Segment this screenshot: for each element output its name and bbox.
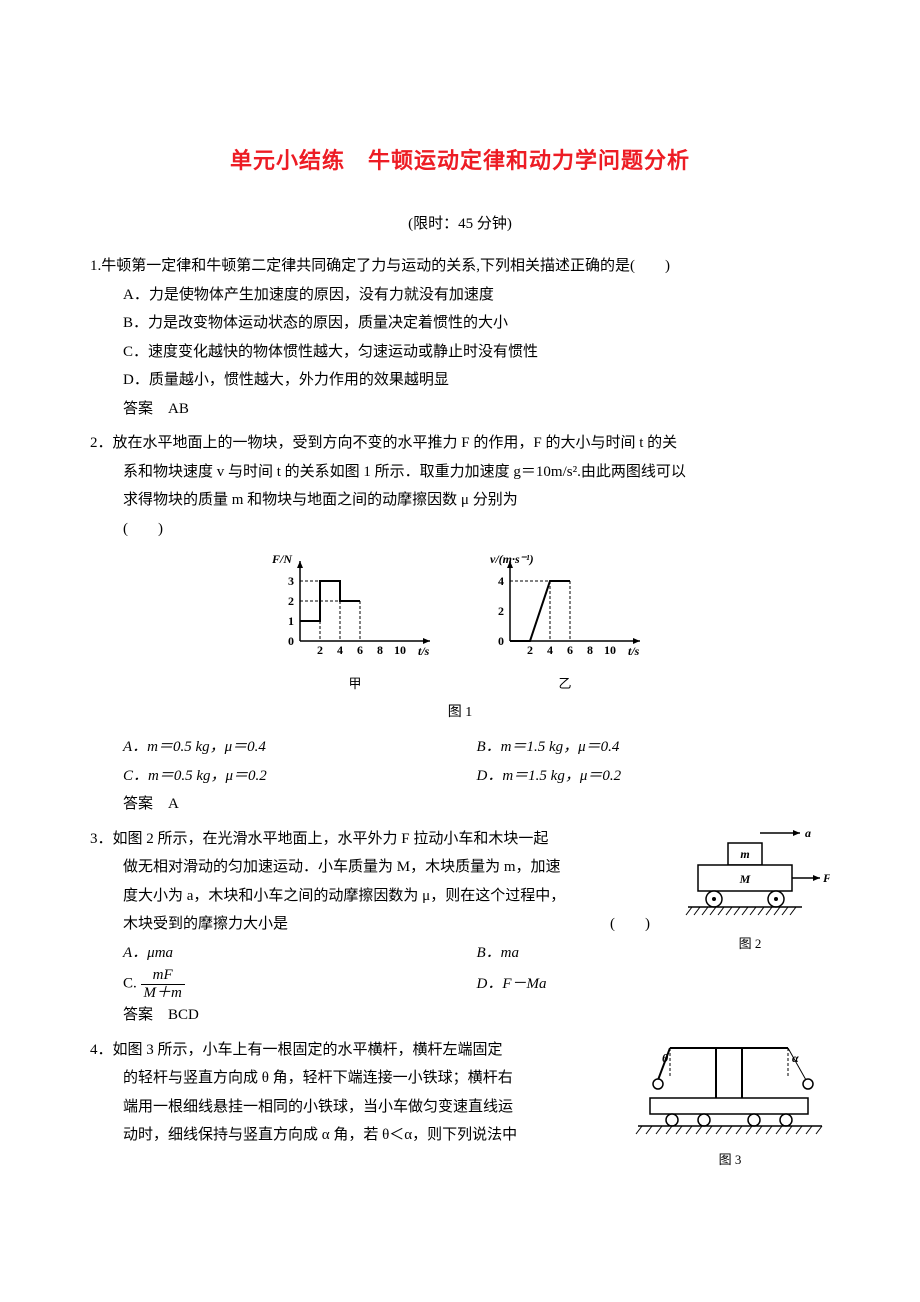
- question-3: a m M F: [90, 825, 830, 1030]
- svg-text:t/s: t/s: [628, 644, 640, 658]
- q1-answer: 答案 AB: [90, 395, 830, 424]
- q2-answer: 答案 A: [90, 790, 830, 819]
- q3-option-a: A．μma: [123, 939, 477, 968]
- q1-option-a: A．力是使物体产生加速度的原因，没有力就没有加速度: [90, 281, 830, 310]
- q4-figure-caption: 图 3: [630, 1148, 830, 1173]
- question-4: θ α: [90, 1036, 830, 1150]
- q4-figure: θ α: [630, 1036, 830, 1173]
- svg-text:F: F: [822, 871, 830, 885]
- svg-text:0: 0: [498, 634, 504, 648]
- q2-option-a: A．m＝0.5 kg，μ＝0.4: [123, 733, 477, 762]
- q2-stem-1: 2．放在水平地面上的一物块，受到方向不变的水平推力 F 的作用，F 的大小与时间…: [90, 429, 830, 458]
- svg-text:a: a: [805, 826, 811, 840]
- q1-option-d: D．质量越小，惯性越大，外力作用的效果越明显: [90, 366, 830, 395]
- q2-stem-3: 求得物块的质量 m 和物块与地面之间的动摩擦因数 μ 分别为: [90, 486, 830, 515]
- svg-text:2: 2: [498, 604, 504, 618]
- question-1: 1.牛顿第一定律和牛顿第二定律共同确定了力与运动的关系,下列相关描述正确的是( …: [90, 252, 830, 423]
- svg-text:v/(m·s⁻¹): v/(m·s⁻¹): [490, 552, 534, 566]
- svg-text:1: 1: [288, 614, 294, 628]
- svg-text:2: 2: [317, 643, 323, 657]
- q3-option-c: C. mF M＋m: [123, 967, 477, 1001]
- q2-figure-caption: 图 1: [90, 700, 830, 727]
- svg-text:4: 4: [547, 643, 553, 657]
- svg-text:10: 10: [604, 643, 616, 657]
- page-title: 单元小结练 牛顿运动定律和动力学问题分析: [90, 140, 830, 182]
- svg-text:2: 2: [288, 594, 294, 608]
- question-2: 2．放在水平地面上的一物块，受到方向不变的水平推力 F 的作用，F 的大小与时间…: [90, 429, 830, 818]
- q2-figure-row: F/N t/s 2 4 6 8 10 0 1 2 3: [90, 551, 830, 696]
- q2-option-c: C．m＝0.5 kg，μ＝0.2: [123, 762, 477, 791]
- q2-chart2-label: 乙: [480, 672, 650, 697]
- svg-text:F/N: F/N: [271, 552, 293, 566]
- q3-answer: 答案 BCD: [90, 1001, 830, 1030]
- q2-chart1-label: 甲: [270, 672, 440, 697]
- q2-option-d: D．m＝1.5 kg，μ＝0.2: [477, 762, 831, 791]
- svg-text:α: α: [792, 1051, 799, 1065]
- q2-chart-2: v/(m·s⁻¹) t/s 2 4 6 8 10 0 2 4: [480, 551, 650, 696]
- q3-figure-caption: 图 2: [670, 932, 830, 957]
- svg-text:2: 2: [527, 643, 533, 657]
- svg-text:8: 8: [377, 643, 383, 657]
- svg-text:4: 4: [337, 643, 343, 657]
- svg-text:10: 10: [394, 643, 406, 657]
- q3-option-d: D．F－Ma: [477, 970, 831, 999]
- svg-text:m: m: [740, 847, 749, 861]
- q2-paren: ( ): [90, 515, 830, 544]
- q1-option-b: B．力是改变物体运动状态的原因，质量决定着惯性的大小: [90, 309, 830, 338]
- svg-text:3: 3: [288, 574, 294, 588]
- svg-text:4: 4: [498, 574, 504, 588]
- svg-text:M: M: [739, 872, 751, 886]
- svg-text:θ: θ: [662, 1051, 669, 1065]
- q2-option-b: B．m＝1.5 kg，μ＝0.4: [477, 733, 831, 762]
- q1-option-c: C．速度变化越快的物体惯性越大，匀速运动或静止时没有惯性: [90, 338, 830, 367]
- svg-text:0: 0: [288, 634, 294, 648]
- svg-text:t/s: t/s: [418, 644, 430, 658]
- svg-text:6: 6: [567, 643, 573, 657]
- q3-figure: a m M F: [670, 825, 830, 957]
- svg-text:8: 8: [587, 643, 593, 657]
- q2-stem-2: 系和物块速度 v 与时间 t 的关系如图 1 所示．取重力加速度 g＝10m/s…: [90, 458, 830, 487]
- time-limit: (限时：45 分钟): [90, 210, 830, 239]
- q2-chart-1: F/N t/s 2 4 6 8 10 0 1 2 3: [270, 551, 440, 696]
- q1-stem: 1.牛顿第一定律和牛顿第二定律共同确定了力与运动的关系,下列相关描述正确的是( …: [90, 252, 830, 281]
- svg-text:6: 6: [357, 643, 363, 657]
